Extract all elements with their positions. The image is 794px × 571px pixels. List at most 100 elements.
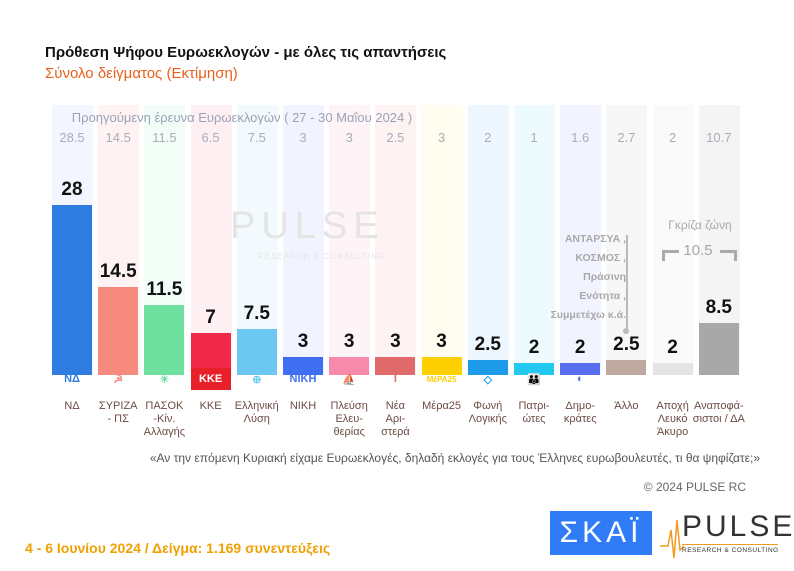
previous-value: 2 (668, 130, 677, 145)
party-logo-icon: ☀ (159, 373, 170, 386)
note-line-3: Πράσινη Ενότητα , (579, 271, 626, 302)
bar (560, 362, 601, 375)
bar (283, 356, 323, 375)
party-logo-icon: ΜέΡΑ25 (426, 374, 457, 384)
value-label: 7 (205, 306, 216, 328)
previous-value: 6.5 (201, 130, 220, 145)
bar (514, 362, 554, 375)
bar (190, 332, 231, 375)
chart-subtitle: Σύνολο δείγματος (Εκτίμηση) (45, 65, 238, 82)
pulse-underline (682, 544, 778, 545)
bracket-left (662, 250, 679, 261)
column-background (329, 105, 371, 375)
category-label: ΠΑΣΟΚ -Κίν. Αλλαγής (143, 400, 186, 438)
value-label: 8.5 (705, 297, 732, 319)
previous-value: 7.5 (247, 130, 266, 145)
previous-value: 11.5 (152, 130, 177, 145)
note-connector (626, 235, 628, 330)
pulse-logo: PULSE RESEARCH & CONSULTING (660, 510, 792, 560)
category-label: Πλεύση Ελευ- θερίας (330, 400, 368, 438)
note-line-4: Συμμετέχω κ.ά. (550, 309, 626, 321)
category-label: Αποχή Λευκό Άκυρο (656, 400, 689, 438)
bar (329, 356, 370, 375)
note-connector-dot (623, 328, 629, 334)
value-label: 3 (436, 330, 447, 352)
value-label: 2 (528, 336, 540, 358)
value-label: 2 (667, 336, 678, 358)
category-label: ΝΔ (64, 400, 80, 412)
previous-value: 3 (437, 130, 446, 145)
column-background (652, 105, 694, 375)
column-background (421, 105, 463, 375)
category-label: Μέρα25 (422, 400, 462, 412)
category-label: Φωνή Λογικής (468, 400, 507, 425)
column-background (283, 105, 324, 375)
previous-value: 3 (345, 130, 353, 145)
bar (606, 359, 647, 375)
category-label: ΝΙΚΗ (289, 400, 317, 412)
value-label: 3 (343, 330, 355, 352)
party-logo-icon: ⛵ (342, 373, 357, 386)
survey-footer: 4 - 6 Ιουνίου 2024 / Δείγμα: 1.169 συνεν… (25, 540, 331, 556)
column-background (560, 105, 602, 375)
category-label: Δημο- κράτες (563, 400, 597, 425)
value-label: 11.5 (146, 279, 183, 301)
value-label: 3 (390, 330, 401, 352)
bar (98, 286, 139, 375)
note-line-2: ΚΟΣΜΟΣ , (575, 252, 626, 264)
bar (52, 205, 92, 375)
previous-value: 3 (299, 130, 307, 145)
copyright: © 2024 PULSE RC (643, 480, 746, 494)
previous-value: 14.5 (105, 130, 131, 145)
bar (375, 356, 416, 375)
gray-zone-title: Γκρίζα ζώνη (668, 218, 732, 232)
party-logo-icon: Ι (393, 373, 397, 385)
bracket-right (720, 250, 737, 261)
column-background (514, 105, 555, 375)
pulse-wave-icon (660, 519, 684, 559)
pulse-watermark: PULSE (230, 205, 385, 247)
value-label: 7.5 (243, 303, 270, 325)
party-logo-icon: ◐ (576, 373, 584, 385)
category-label: Νέα Αρι- στερά (381, 400, 410, 438)
category-label: Αναποφά- σιστοι / ΔΑ (692, 400, 745, 425)
bar (236, 329, 277, 375)
previous-value: 1 (530, 130, 538, 145)
other-parties-note: ΑΝΤΑΡΣΥΑ , ΚΟΣΜΟΣ , Πράσινη Ενότητα , Συ… (540, 230, 626, 325)
previous-value: 2 (484, 130, 492, 145)
bar (144, 305, 185, 375)
pulse-watermark-sub: RESEARCH & CONSULTING (258, 252, 386, 261)
gray-zone-value: 10.5 (683, 242, 713, 259)
bar (652, 362, 693, 375)
bar (467, 359, 508, 375)
category-label: Άλλο (614, 400, 639, 412)
value-label: 2.5 (613, 333, 640, 355)
column-background (375, 105, 417, 375)
value-label: 3 (297, 330, 309, 352)
party-logo-icon: ΝΔ (64, 373, 80, 385)
column-background (467, 105, 509, 375)
previous-value: 2.7 (617, 130, 636, 145)
previous-value: 2.5 (386, 130, 405, 145)
value-label: 2.5 (474, 333, 501, 355)
bar (698, 323, 739, 375)
value-label: 2 (574, 336, 586, 358)
category-label: Πατρι- ώτες (518, 400, 550, 425)
party-logo-icon: ΚΚΕ (190, 368, 231, 390)
category-label: Ελληνική Λύση (234, 400, 279, 425)
party-logo-icon: ☭ (113, 373, 124, 386)
party-logo-icon: ⊕ (252, 373, 262, 386)
skai-logo: ΣΚΑΪ (550, 511, 652, 555)
previous-value: 10.7 (706, 130, 732, 145)
previous-survey-label: Προηγούμενη έρευνα Ευρωεκλογών ( 27 - 30… (71, 110, 413, 125)
category-label: ΣΥΡΙΖΑ - ΠΣ (98, 400, 138, 425)
survey-question: «Αν την επόμενη Κυριακή είχαμε Ευρωεκλογ… (149, 451, 760, 465)
note-line-1: ΑΝΤΑΡΣΥΑ , (564, 233, 626, 245)
chart-title: Πρόθεση Ψήφου Ευρωεκλογών - με όλες τις … (45, 44, 447, 61)
party-logo-icon: ΝΙΚΗ (289, 373, 317, 385)
bar (421, 356, 462, 375)
previous-value: 28.5 (59, 130, 85, 145)
previous-value: 1.6 (571, 130, 590, 145)
column-background (190, 105, 232, 375)
